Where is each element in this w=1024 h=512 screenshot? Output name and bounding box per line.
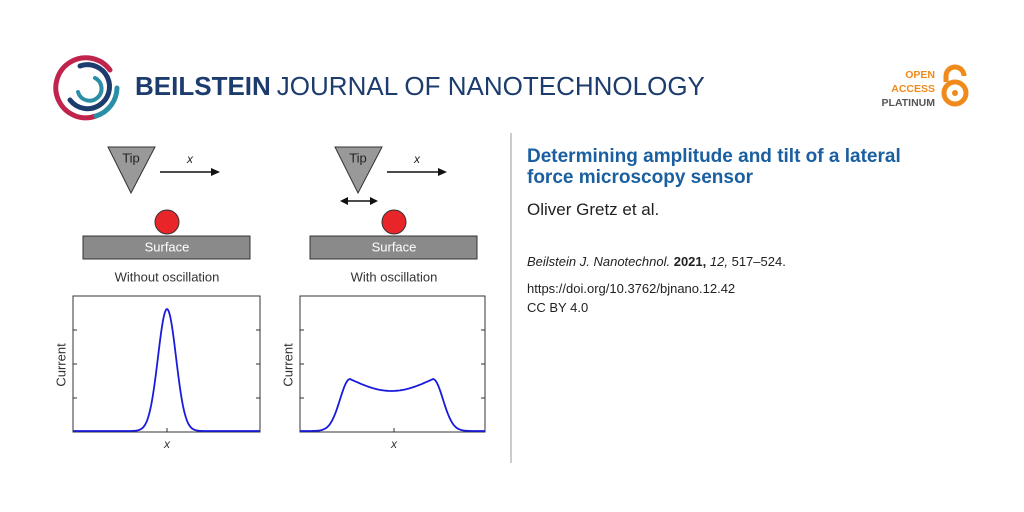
y-label: Current <box>280 343 295 387</box>
arrow-head <box>438 168 447 176</box>
pages: 517–524. <box>731 254 786 269</box>
caption: With oscillation <box>351 269 438 284</box>
arrow-head <box>370 197 378 205</box>
tip-label: Tip <box>349 150 367 165</box>
badge-line: ACCESS <box>891 83 935 95</box>
caption: Without oscillation <box>115 269 220 284</box>
lock <box>941 79 969 107</box>
x-label: x <box>163 437 171 451</box>
article-info: Determining amplitude and tilt of a late… <box>527 146 967 315</box>
particle <box>381 209 407 235</box>
curve <box>73 307 260 432</box>
doi: https://doi.org/10.3762/bjnano.12.42 <box>527 281 736 296</box>
lock <box>943 64 967 82</box>
surface <box>82 235 251 260</box>
arrow-label: x <box>413 152 421 166</box>
badge-line: PLATINUM <box>882 97 936 109</box>
surface <box>309 235 478 260</box>
plot-frame <box>299 295 486 433</box>
arrow-head <box>340 197 348 205</box>
brand-light: JOURNAL OF NANOTECHNOLOGY <box>277 71 705 101</box>
surface-label: Surface <box>372 239 417 254</box>
authors: Oliver Gretz et al. <box>527 200 660 219</box>
y-label: Current <box>53 343 68 387</box>
license: CC BY 4.0 <box>527 300 589 315</box>
lock <box>952 90 958 96</box>
tip <box>107 146 156 195</box>
x-label: x <box>390 437 398 451</box>
year: 2021, <box>673 254 707 269</box>
brand-bold: BEILSTEIN <box>135 71 271 101</box>
volume: 12, <box>709 254 728 269</box>
arrow-label: x <box>186 152 194 166</box>
citation: Beilstein J. Nanotechnol. 2021, 12, 517–… <box>527 254 967 269</box>
tip <box>334 146 383 195</box>
article-title: Determining amplitude and tilt of a late… <box>527 146 901 188</box>
surface-label: Surface <box>145 239 190 254</box>
figure: Tip x Surface Without oscillation Current x Ti… <box>53 146 486 451</box>
badge-line: OPEN <box>905 69 935 81</box>
particle <box>154 209 180 235</box>
arrow-head <box>211 168 220 176</box>
journal: Beilstein J. Nanotechnol. <box>527 254 671 269</box>
oa-badge: OPEN ACCESS PLATINUM <box>882 64 969 109</box>
logo <box>53 55 120 121</box>
plot-frame <box>72 295 261 433</box>
curve <box>300 378 485 432</box>
tip-label: Tip <box>122 150 140 165</box>
brand: BEILSTEIN JOURNAL OF NANOTECHNOLOGY <box>135 71 705 101</box>
